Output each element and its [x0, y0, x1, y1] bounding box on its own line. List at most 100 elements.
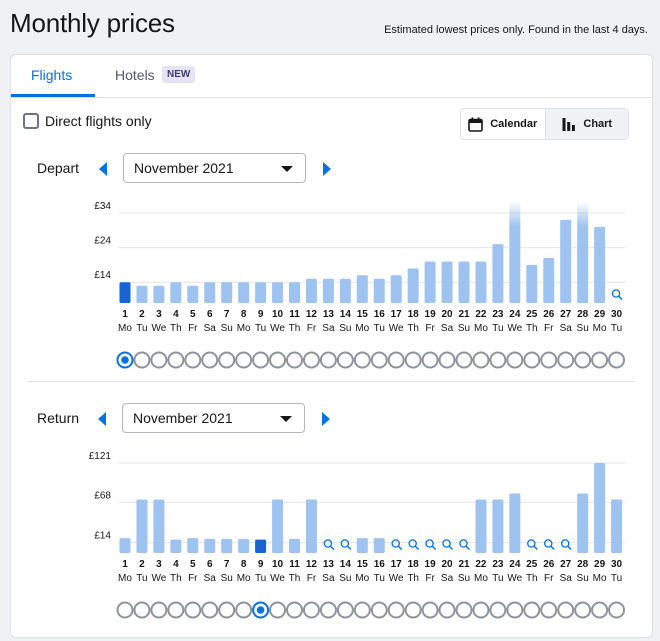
- depart-price-bar[interactable]: [492, 244, 504, 303]
- return-price-bar[interactable]: [119, 538, 131, 553]
- depart-day-radio[interactable]: [608, 351, 626, 369]
- return-price-bar[interactable]: [238, 538, 250, 553]
- direct-flights-toggle[interactable]: Direct flights only: [23, 113, 152, 129]
- return-price-bar[interactable]: [272, 499, 284, 553]
- return-search-price-icon[interactable]: [527, 539, 538, 550]
- return-price-bar[interactable]: [594, 463, 606, 553]
- depart-day-radio[interactable]: [302, 351, 320, 369]
- depart-price-bar[interactable]: [390, 275, 402, 303]
- return-price-bar[interactable]: [373, 538, 385, 553]
- return-day-radio[interactable]: [489, 601, 507, 619]
- depart-price-bar[interactable]: [526, 264, 538, 303]
- return-price-bar[interactable]: [509, 493, 521, 553]
- depart-price-bar[interactable]: [305, 278, 317, 303]
- return-day-radio[interactable]: [184, 601, 202, 619]
- direct-flights-checkbox[interactable]: [23, 113, 39, 129]
- depart-price-bar[interactable]: [289, 282, 300, 303]
- depart-day-radio[interactable]: [489, 351, 507, 369]
- depart-price-bar[interactable]: [543, 258, 555, 303]
- return-prev-month-button[interactable]: [98, 412, 106, 426]
- depart-day-radio[interactable]: [421, 351, 439, 369]
- tab-flights[interactable]: Flights: [31, 67, 73, 83]
- return-day-radio[interactable]: [167, 601, 185, 619]
- depart-day-radio[interactable]: [336, 351, 354, 369]
- return-day-radio[interactable]: [286, 601, 303, 619]
- tab-hotels[interactable]: Hotels: [115, 67, 155, 83]
- depart-day-radio[interactable]: [218, 351, 236, 369]
- return-day-radio[interactable]: [591, 601, 609, 619]
- return-day-radio[interactable]: [150, 601, 168, 619]
- depart-day-radio[interactable]: [319, 351, 337, 369]
- return-search-price-icon[interactable]: [408, 539, 420, 550]
- return-day-radio[interactable]: [302, 601, 320, 619]
- depart-day-radio[interactable]: [523, 351, 541, 369]
- depart-price-bar[interactable]: [560, 219, 572, 303]
- return-day-radio[interactable]: [269, 601, 287, 619]
- depart-day-radio[interactable]: [235, 351, 253, 369]
- depart-day-radio[interactable]: [167, 351, 185, 369]
- return-search-price-icon[interactable]: [391, 539, 403, 550]
- depart-price-bar[interactable]: [424, 261, 436, 303]
- return-search-price-icon[interactable]: [323, 539, 335, 550]
- depart-price-bar[interactable]: [577, 201, 589, 303]
- depart-price-bar[interactable]: [356, 275, 368, 303]
- depart-day-radio[interactable]: [201, 351, 219, 369]
- depart-day-radio[interactable]: [557, 351, 575, 369]
- depart-day-radio[interactable]: [184, 351, 202, 369]
- return-day-radio[interactable]: [438, 601, 456, 619]
- depart-day-radio[interactable]: [438, 351, 456, 369]
- return-month-select[interactable]: November 2021: [122, 403, 305, 433]
- return-price-bar[interactable]: [356, 538, 368, 553]
- return-search-price-icon[interactable]: [544, 539, 555, 550]
- chart-view-button[interactable]: Chart: [544, 109, 628, 139]
- return-day-radio[interactable]: [201, 601, 219, 619]
- return-day-radio[interactable]: [319, 601, 337, 619]
- return-price-bar[interactable]: [136, 499, 148, 553]
- return-price-bar[interactable]: [187, 538, 199, 553]
- return-day-radio[interactable]: [506, 601, 524, 619]
- return-day-radio[interactable]: [387, 601, 405, 619]
- depart-price-bar[interactable]: [272, 282, 284, 303]
- depart-price-bar[interactable]: [204, 282, 216, 303]
- depart-day-radio[interactable]: [472, 351, 490, 369]
- depart-day-radio[interactable]: [353, 351, 371, 369]
- depart-price-bar[interactable]: [170, 282, 182, 303]
- return-day-radio[interactable]: [455, 601, 473, 619]
- return-price-bar[interactable]: [255, 539, 267, 553]
- depart-price-bar[interactable]: [594, 226, 606, 303]
- depart-day-radio[interactable]: [269, 351, 287, 369]
- depart-price-bar[interactable]: [373, 278, 385, 303]
- depart-price-bar[interactable]: [475, 261, 487, 303]
- depart-day-radio[interactable]: [370, 351, 388, 369]
- return-day-radio[interactable]: [404, 601, 422, 619]
- return-price-bar[interactable]: [221, 538, 233, 553]
- return-price-bar[interactable]: [611, 499, 623, 553]
- depart-prev-month-button[interactable]: [99, 162, 107, 176]
- return-search-price-icon[interactable]: [442, 539, 454, 550]
- depart-price-bar[interactable]: [119, 282, 131, 303]
- return-day-radio[interactable]: [218, 601, 236, 619]
- return-day-radio[interactable]: [540, 601, 558, 619]
- depart-day-radio[interactable]: [455, 351, 473, 369]
- depart-price-bar[interactable]: [339, 278, 351, 303]
- calendar-view-button[interactable]: Calendar: [461, 109, 545, 139]
- return-day-radio[interactable]: [557, 601, 575, 619]
- return-price-bar[interactable]: [153, 499, 165, 553]
- return-day-radio[interactable]: [421, 601, 439, 619]
- depart-price-bar[interactable]: [221, 282, 233, 303]
- depart-day-radio[interactable]: [540, 351, 558, 369]
- depart-price-bar[interactable]: [458, 261, 470, 303]
- depart-price-bar[interactable]: [441, 261, 453, 303]
- return-day-radio[interactable]: [608, 601, 626, 619]
- return-day-radio[interactable]: [574, 601, 592, 619]
- return-day-radio[interactable]: [472, 601, 490, 619]
- return-day-radio[interactable]: [235, 601, 253, 619]
- return-day-radio[interactable]: [336, 601, 354, 619]
- depart-price-bar[interactable]: [255, 282, 267, 303]
- depart-price-bar[interactable]: [238, 282, 250, 303]
- return-search-price-icon[interactable]: [340, 539, 352, 550]
- return-price-bar[interactable]: [577, 493, 589, 553]
- depart-day-radio[interactable]: [591, 351, 609, 369]
- depart-day-radio[interactable]: [133, 351, 151, 369]
- depart-price-bar[interactable]: [407, 268, 419, 303]
